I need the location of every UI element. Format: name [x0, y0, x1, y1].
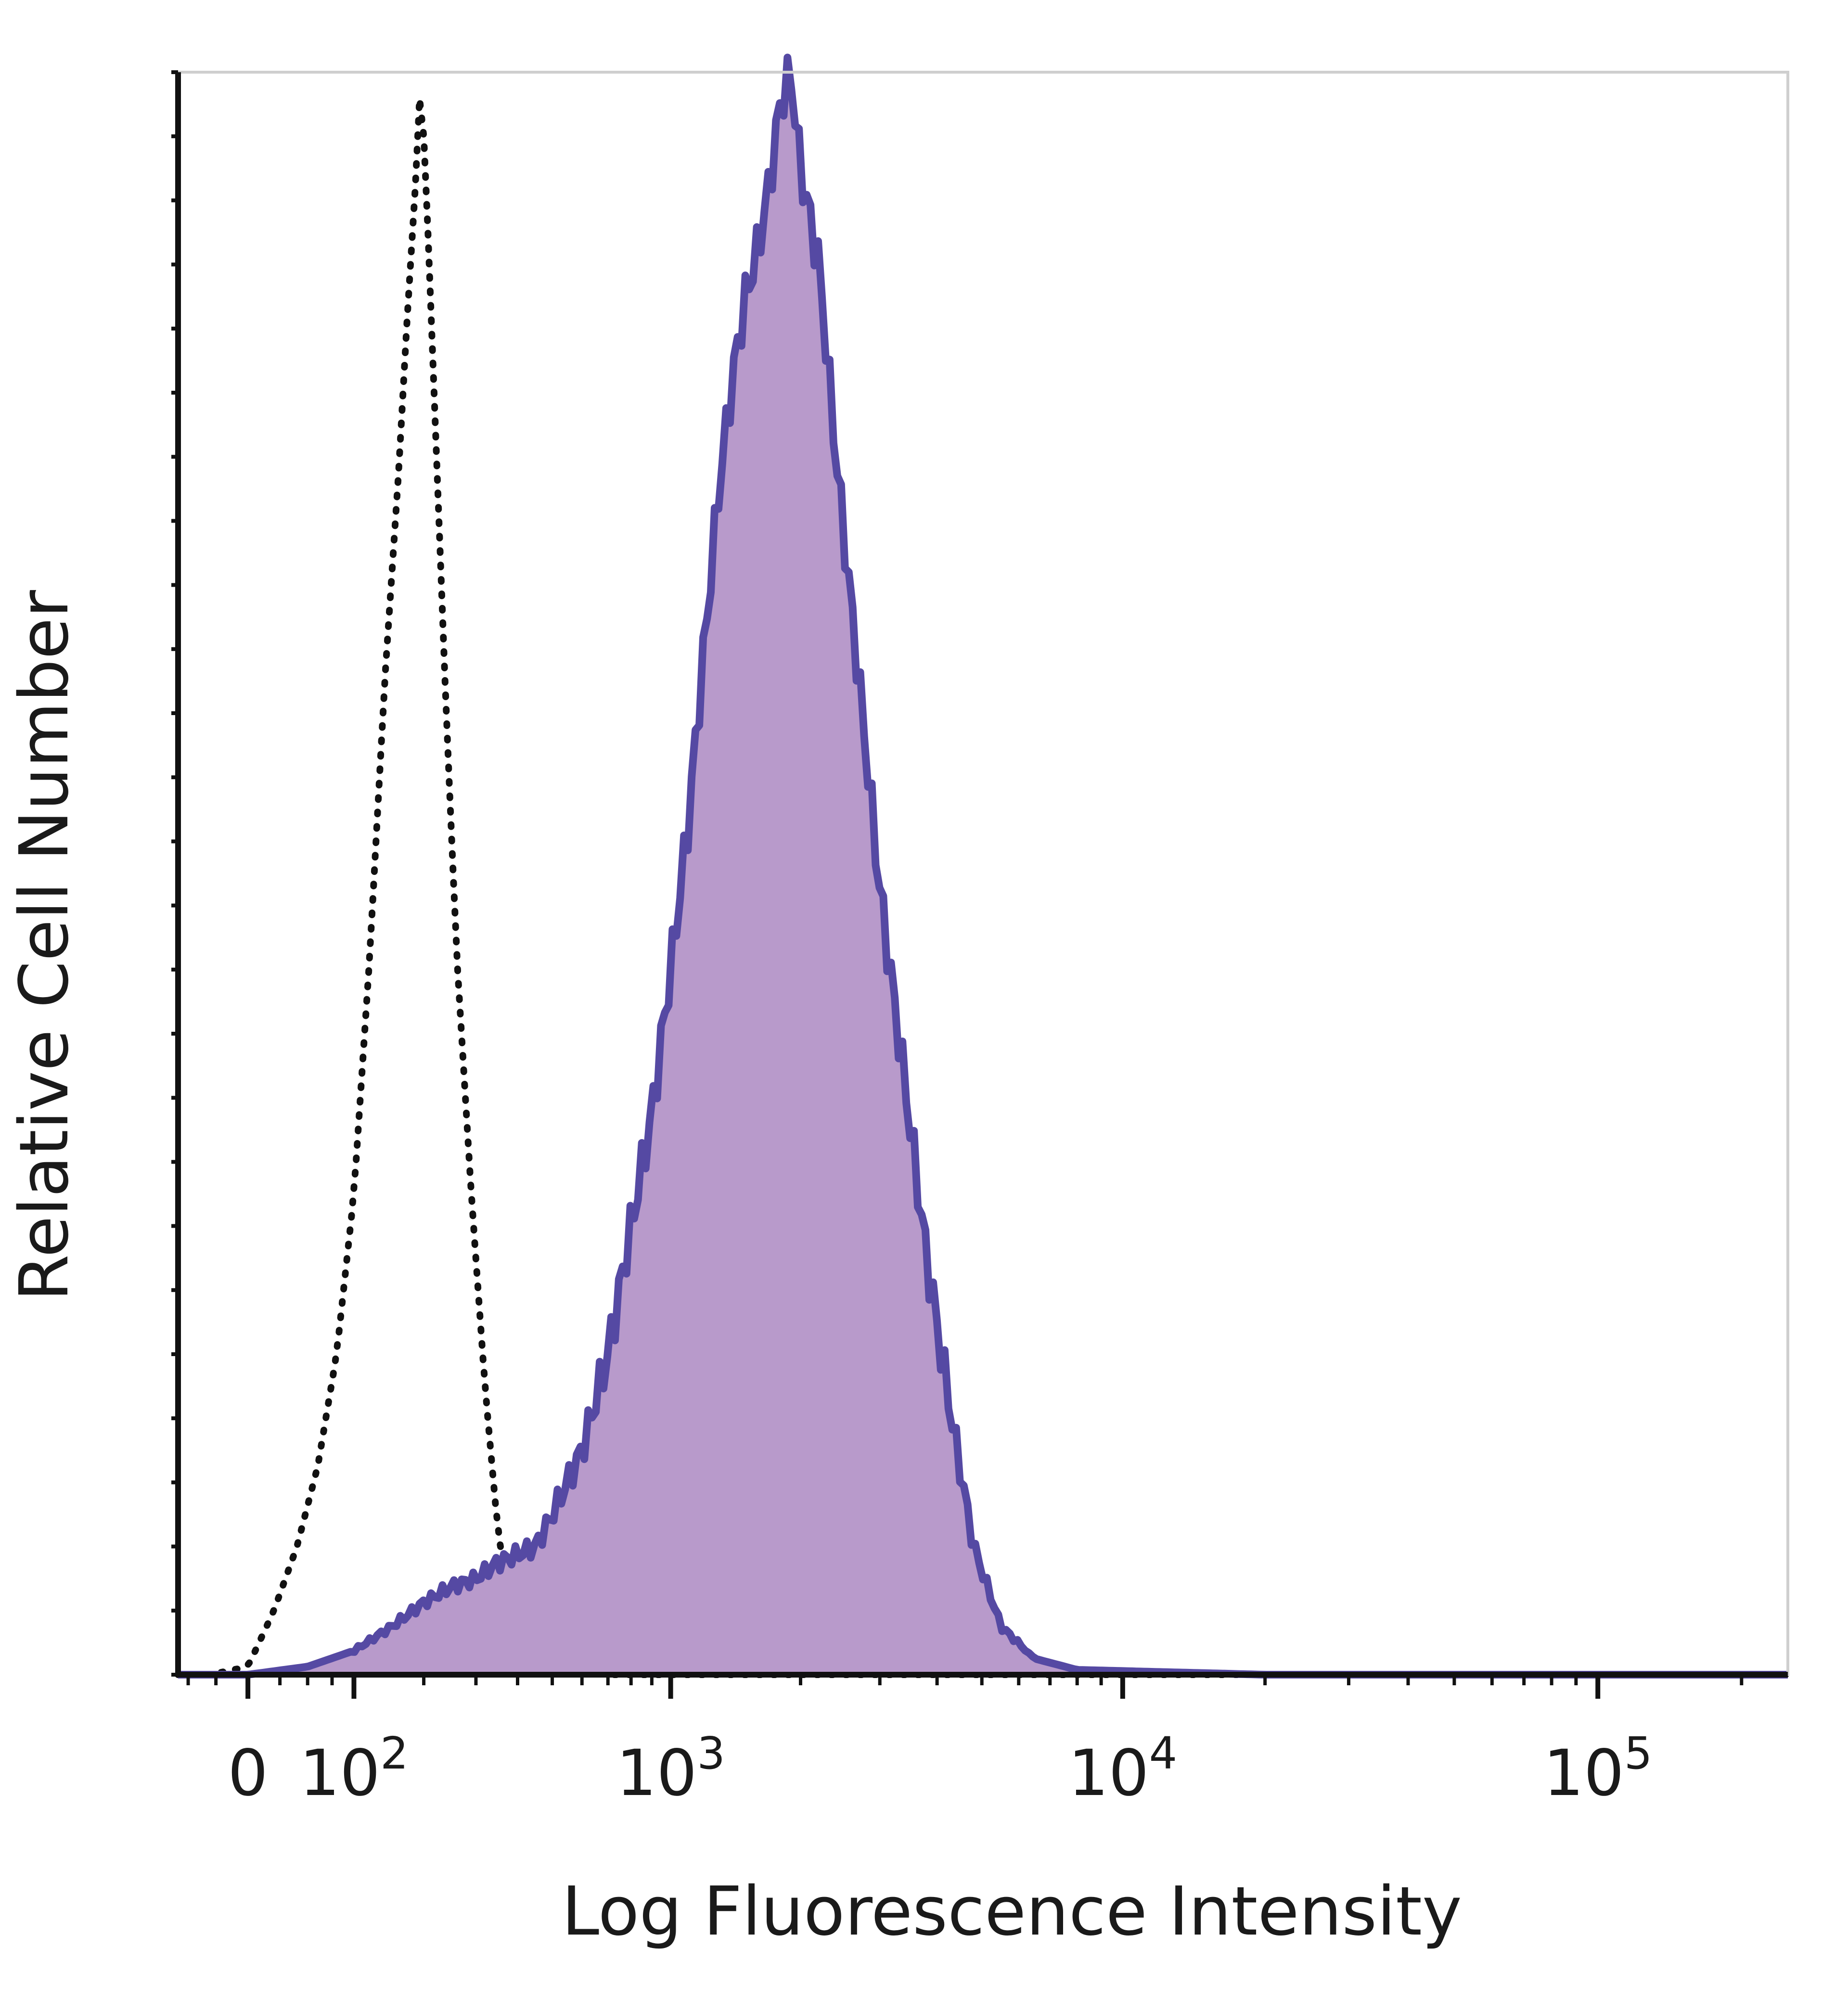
x-tick-exponent: 5	[1624, 1728, 1653, 1779]
x-tick-exponent: 3	[697, 1728, 725, 1779]
y-axis-title: Relative Cell Number	[5, 590, 84, 1301]
x-tick-label: 103	[616, 1728, 725, 1810]
y-axis-ticks	[171, 70, 178, 1677]
x-tick-exponent: 2	[380, 1728, 409, 1779]
control-histogram-line	[175, 98, 1791, 1678]
x-axis-title: Log Fluorescence Intensity	[562, 1872, 1462, 1951]
x-tick-label: 105	[1543, 1728, 1653, 1810]
x-tick-label: 0	[228, 1736, 268, 1810]
x-axis-ticks	[186, 1675, 1744, 1699]
x-tick-exponent: 4	[1149, 1728, 1178, 1779]
